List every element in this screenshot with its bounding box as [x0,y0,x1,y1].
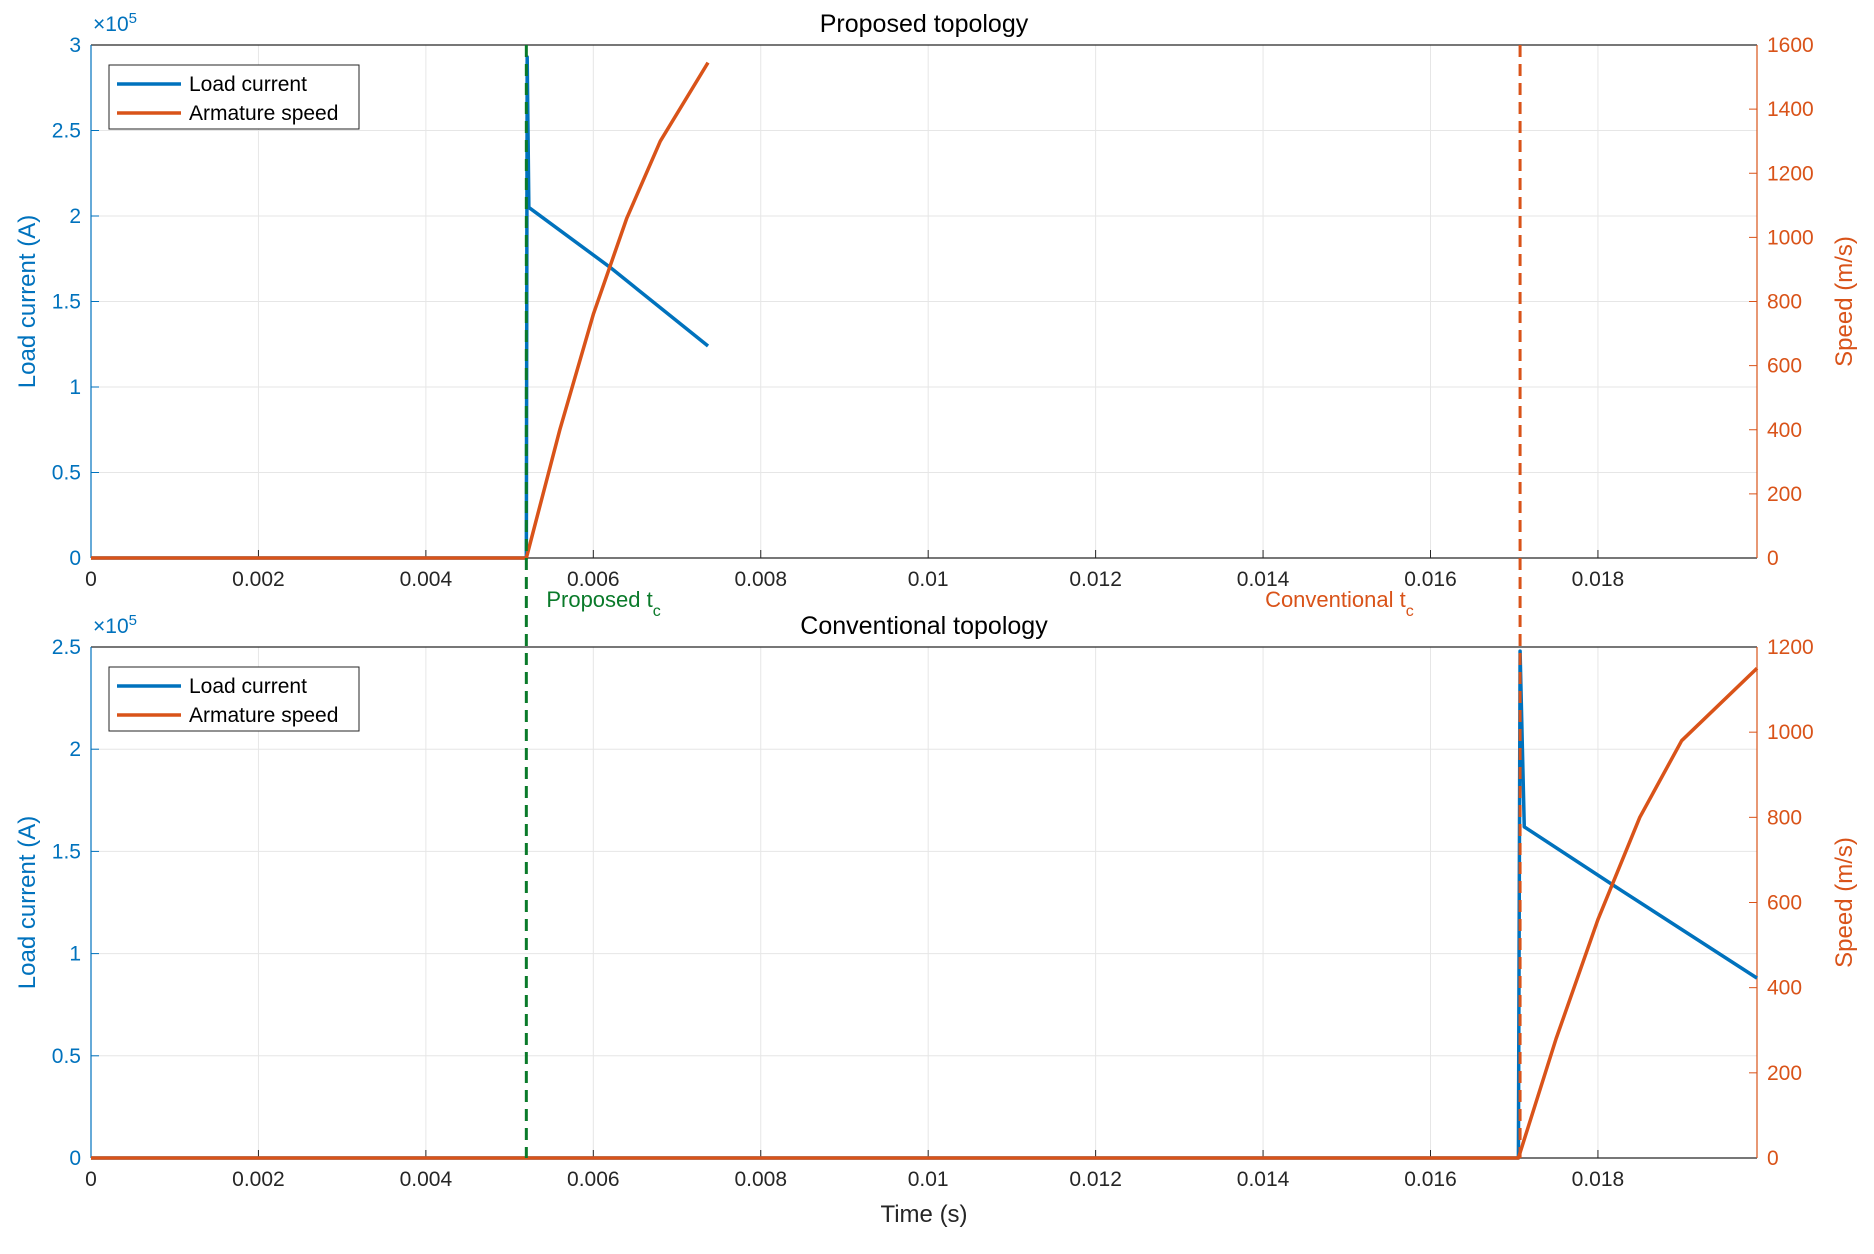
series-line [91,61,710,560]
y2-tick-label: 1600 [1767,34,1814,57]
y2-tick-label: 600 [1767,892,1802,915]
y2-tick-label: 1400 [1767,98,1814,121]
y-tick-label: 1.5 [52,291,81,314]
x-tick-label: 0.012 [1069,568,1122,591]
legend-box [108,64,360,130]
marker-label: Proposed tc [546,587,660,620]
x-tick-label: 0.016 [1404,568,1457,591]
x-tick-label: 0.014 [1237,1168,1290,1191]
y-multiplier: ×105 [93,10,137,36]
x-axis-label: Time (s) [880,1201,967,1228]
y-tick-label: 1 [69,376,81,399]
y-tick-label: 2.5 [52,636,81,659]
y-axis-label: Load current (A) [14,215,41,388]
y2-tick-label: 800 [1767,806,1802,829]
y2-axis-label: Speed (m/s) [1831,236,1858,367]
legend-label: Load current [189,675,307,698]
y2-tick-label: 0 [1767,547,1779,570]
x-tick-label: 0.018 [1572,1168,1625,1191]
y2-tick-label: 600 [1767,355,1802,378]
x-tick-label: 0.018 [1572,568,1625,591]
x-tick-label: 0.006 [567,568,620,591]
y-tick-label: 3 [69,34,81,57]
x-tick-label: 0.002 [232,1168,285,1191]
x-tick-label: 0 [85,1168,97,1191]
legend-label: Armature speed [189,704,338,727]
x-tick-label: 0.008 [734,568,787,591]
y2-tick-label: 0 [1767,1147,1779,1170]
y-tick-label: 0 [69,1147,81,1170]
marker-label: Conventional tc [1265,587,1414,620]
y-tick-label: 2 [69,205,81,228]
legend-label: Armature speed [189,102,338,125]
marker-label-sub: c [653,603,661,620]
y-tick-label: 0.5 [52,1045,81,1068]
y-tick-label: 2.5 [52,120,81,143]
y-tick-label: 1.5 [52,840,81,863]
series-line [91,667,1759,1160]
chart-title: Proposed topology [820,10,1029,38]
x-tick-label: 0.004 [400,568,453,591]
x-tick-label: 0 [85,568,97,591]
x-tick-label: 0.016 [1404,1168,1457,1191]
y2-axis-label: Speed (m/s) [1831,837,1858,968]
legend-label: Load current [189,73,307,96]
y2-tick-label: 1000 [1767,721,1814,744]
y2-tick-label: 400 [1767,977,1802,1000]
y2-tick-label: 1200 [1767,636,1814,659]
y2-tick-label: 200 [1767,483,1802,506]
series-line [91,55,710,560]
y-tick-label: 1 [69,943,81,966]
chart-title: Conventional topology [800,612,1048,640]
x-tick-label: 0.006 [567,1168,620,1191]
y2-tick-label: 800 [1767,291,1802,314]
y2-tick-label: 400 [1767,419,1802,442]
multiplier-exponent: 5 [129,10,137,27]
y2-tick-label: 1000 [1767,226,1814,249]
x-tick-label: 0.01 [908,568,949,591]
marker-label-sub: c [1406,603,1414,620]
y-axis-label: Load current (A) [14,816,41,989]
x-tick-label: 0.014 [1237,568,1290,591]
y-tick-label: 0 [69,547,81,570]
x-tick-label: 0.004 [400,1168,453,1191]
marker-label-main: Proposed t [546,587,652,612]
x-tick-label: 0.002 [232,568,285,591]
legend-box [108,666,360,732]
multiplier-exponent: 5 [129,612,137,629]
y2-tick-label: 1200 [1767,162,1814,185]
x-tick-label: 0.012 [1069,1168,1122,1191]
x-tick-label: 0.008 [734,1168,787,1191]
y2-tick-label: 200 [1767,1062,1802,1085]
y-tick-label: 0.5 [52,462,81,485]
y-tick-label: 2 [69,738,81,761]
y-multiplier: ×105 [93,612,137,638]
marker-label-main: Conventional t [1265,587,1406,612]
x-tick-label: 0.01 [908,1168,949,1191]
multiplier-base: ×10 [93,13,129,36]
multiplier-base: ×10 [93,615,129,638]
